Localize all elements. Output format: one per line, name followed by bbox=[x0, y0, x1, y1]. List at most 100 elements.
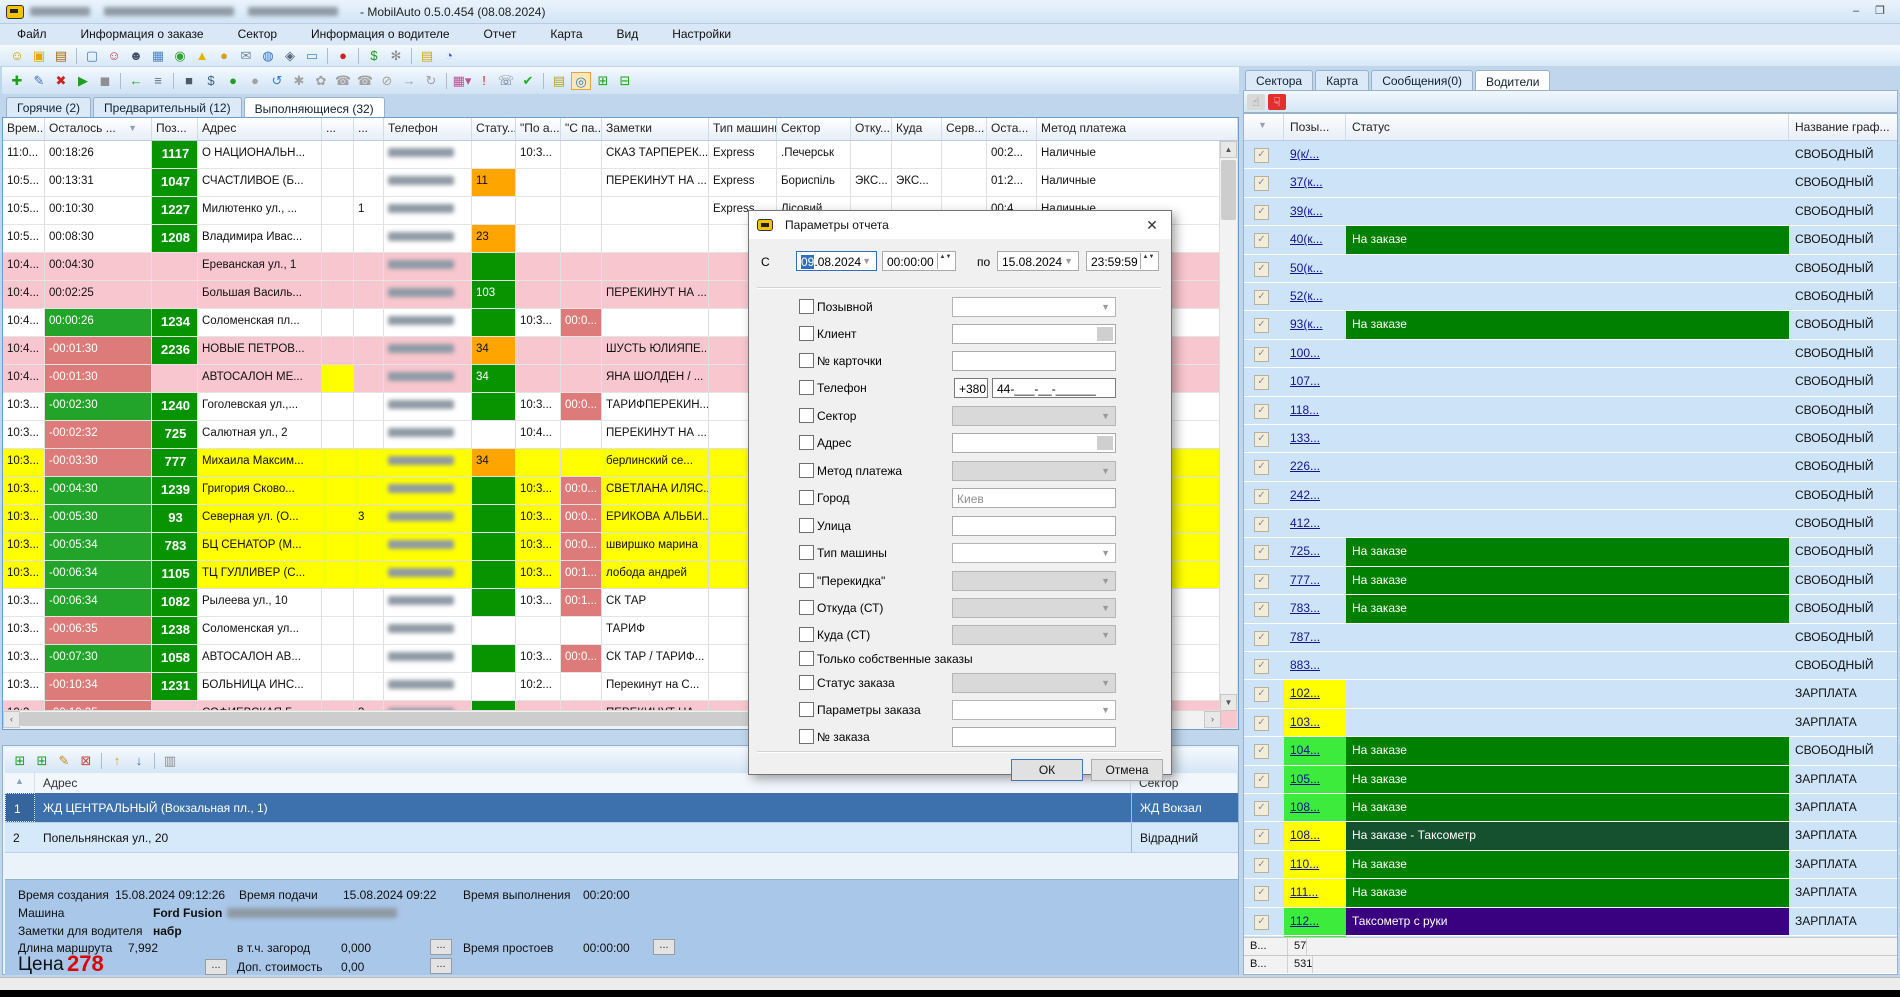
suburb-edit-button[interactable]: ... bbox=[430, 939, 452, 955]
checkbox-checked[interactable]: ✓ bbox=[1254, 886, 1269, 902]
menu-item-Карта[interactable]: Карта bbox=[550, 27, 583, 41]
menu-item-Файл[interactable]: Файл bbox=[17, 27, 47, 41]
tab-Горячие (2)[interactable]: Горячие (2) bbox=[6, 97, 92, 117]
car-search-icon[interactable]: ◈ bbox=[285, 47, 295, 63]
idle-edit-button[interactable]: ... bbox=[653, 939, 675, 955]
to-time-field[interactable]: 23:59:59 ▲▼ bbox=[1086, 251, 1159, 271]
driver-callsign-link[interactable]: 104... bbox=[1290, 743, 1321, 758]
phone1-gray-icon[interactable]: ☎ bbox=[334, 72, 352, 88]
driver-callsign-link[interactable]: 40(к... bbox=[1290, 232, 1323, 247]
chat-icon[interactable]: ▭ bbox=[305, 47, 319, 63]
from-time-field[interactable]: 00:00:00 ▲▼ bbox=[882, 251, 956, 271]
checkbox-checked[interactable]: ✓ bbox=[1254, 800, 1269, 816]
db-green1-icon[interactable]: ⊞ bbox=[597, 72, 609, 88]
checkbox-Откуда (СТ)[interactable] bbox=[799, 600, 814, 615]
checkbox-checked[interactable]: ✓ bbox=[1254, 233, 1269, 249]
driver-row[interactable]: ✓ 107... СВОБОДНЫЙ bbox=[1244, 368, 1897, 397]
driver-row[interactable]: ✓ 777... На заказе СВОБОДНЫЙ bbox=[1244, 566, 1897, 596]
driver-callsign-link[interactable]: 108... bbox=[1290, 799, 1321, 814]
field-input-№ карточки[interactable] bbox=[952, 351, 1116, 371]
tab-Сообщения(0)[interactable]: Сообщения(0) bbox=[1371, 70, 1474, 90]
column-header-1[interactable]: Осталось ... ▼ bbox=[45, 118, 152, 140]
driver-callsign-link[interactable]: 107... bbox=[1290, 374, 1321, 389]
checkbox-checked[interactable]: ✓ bbox=[1254, 744, 1269, 760]
addr-add-icon[interactable]: ⊞ bbox=[14, 752, 26, 768]
menu-item-Сектор[interactable]: Сектор bbox=[237, 27, 278, 41]
extra-edit-button[interactable]: ... bbox=[430, 958, 452, 974]
column-header-5[interactable]: ... bbox=[354, 118, 384, 140]
checkbox-Куда (СТ)[interactable] bbox=[799, 627, 814, 642]
address-column-header[interactable]: Адрес bbox=[35, 773, 1131, 793]
checkbox-checked[interactable]: ✓ bbox=[1254, 176, 1269, 192]
scroll-thumb[interactable] bbox=[1221, 160, 1236, 220]
column-header-3[interactable]: Адрес bbox=[198, 118, 322, 140]
driver-callsign-link[interactable]: 39(к... bbox=[1290, 203, 1323, 218]
menu-item-Вид[interactable]: Вид bbox=[616, 27, 639, 41]
menu-item-Информация о заказе[interactable]: Информация о заказе bbox=[80, 27, 204, 41]
column-header-11[interactable]: Тип машины bbox=[709, 118, 777, 140]
driver-callsign-link[interactable]: 50(к... bbox=[1290, 260, 1323, 275]
driver-callsign-link[interactable]: 242... bbox=[1290, 487, 1321, 502]
palette-grid-icon[interactable]: ▦▾ bbox=[452, 72, 472, 88]
driver-row[interactable]: ✓ 133... СВОБОДНЫЙ bbox=[1244, 424, 1897, 454]
browse-button[interactable] bbox=[1097, 436, 1113, 450]
time-spinner[interactable]: ▲▼ bbox=[1140, 253, 1156, 269]
calc-icon[interactable]: $ bbox=[207, 72, 215, 88]
checkbox-checked[interactable]: ✓ bbox=[1254, 630, 1269, 646]
monitor-icon[interactable]: ▦ bbox=[151, 47, 165, 63]
chevron-down-icon[interactable]: ▼ bbox=[1101, 302, 1110, 312]
driver-callsign-link[interactable]: 100... bbox=[1290, 345, 1321, 360]
phone2-gray-icon[interactable]: ☎ bbox=[356, 72, 374, 88]
field-input-Клиент[interactable] bbox=[952, 324, 1116, 344]
db-run-icon[interactable]: ▶ bbox=[78, 72, 88, 88]
globe-icon[interactable]: ◍ bbox=[262, 47, 274, 63]
column-header-2[interactable]: Поз... bbox=[152, 118, 198, 140]
db-add-icon[interactable]: ✚ bbox=[11, 72, 23, 88]
checkbox-checked[interactable]: ✓ bbox=[1254, 517, 1269, 533]
column-header-12[interactable]: Сектор bbox=[777, 118, 851, 140]
time-spinner[interactable]: ▲▼ bbox=[937, 253, 953, 269]
maximize-button[interactable]: ❐ bbox=[1875, 4, 1885, 17]
list-yellow-icon[interactable]: ▤ bbox=[552, 72, 566, 88]
checkbox-Улица[interactable] bbox=[799, 518, 814, 533]
ok-button[interactable]: ОК bbox=[1011, 759, 1083, 781]
table-row[interactable]: 10:4... -00:01:30 АВТОСАЛОН МЕ... 34 ЯНА ШОЛ… bbox=[3, 365, 1238, 393]
scroll-right-arrow-icon[interactable]: › bbox=[1204, 711, 1221, 728]
from-date-field[interactable]: 09.08.2024 ▼ bbox=[796, 251, 877, 271]
driver-callsign-link[interactable]: 412... bbox=[1290, 516, 1321, 531]
column-header-6[interactable]: Телефон bbox=[384, 118, 472, 140]
cancel-button[interactable]: Отмена bbox=[1091, 759, 1163, 781]
driver-callsign-link[interactable]: 93(к... bbox=[1290, 317, 1323, 332]
db-copy-icon[interactable]: ≡ bbox=[154, 72, 162, 88]
star-gray-icon[interactable]: ✱ bbox=[293, 72, 305, 88]
driver-row[interactable]: ✓ 118... СВОБОДНЫЙ bbox=[1244, 396, 1897, 425]
driver-callsign-link[interactable]: 112... bbox=[1290, 913, 1320, 928]
field-combo-Куда (СТ)[interactable]: ▼ bbox=[952, 625, 1116, 645]
checkbox-checked[interactable]: ✓ bbox=[1254, 431, 1269, 447]
db-edit-icon[interactable]: ✎ bbox=[33, 72, 45, 88]
driver-row[interactable]: ✓ 40(к... На заказе СВОБОДНЫЙ bbox=[1244, 226, 1897, 255]
checkbox-Телефон[interactable] bbox=[799, 380, 814, 395]
driver-row[interactable]: ✓ 111... На заказе ЗАРПЛАТА bbox=[1244, 879, 1897, 908]
move-up-icon[interactable]: ↑ bbox=[113, 752, 121, 768]
forward-gray-icon[interactable]: → bbox=[402, 72, 416, 88]
scroll-left-arrow-icon[interactable]: ‹ bbox=[3, 711, 20, 728]
field-combo-Метод платежа[interactable]: ▼ bbox=[952, 461, 1116, 481]
column-header-8[interactable]: "По а... bbox=[516, 118, 561, 140]
phone-prefix-field[interactable]: +380 bbox=[954, 378, 988, 398]
orders-vertical-scrollbar[interactable]: ▲ ▼ bbox=[1219, 141, 1237, 711]
add-client-icon[interactable]: ☺ bbox=[107, 47, 121, 63]
drivers-column-header-3[interactable]: Название граф... bbox=[1795, 120, 1890, 134]
camera-icon[interactable]: ◎ bbox=[571, 71, 591, 90]
driver-callsign-link[interactable]: 725... bbox=[1290, 544, 1321, 559]
checkbox-checked[interactable]: ✓ bbox=[1254, 261, 1269, 277]
driver-callsign-link[interactable]: 883... bbox=[1290, 658, 1321, 673]
driver-row[interactable]: ✓114... ЗАРПЛАТА bbox=[1244, 935, 1897, 937]
chart-icon[interactable]: ◔ bbox=[445, 47, 453, 63]
addr-edit-icon[interactable]: ✎ bbox=[58, 752, 70, 768]
field-input-Улица[interactable] bbox=[952, 516, 1116, 536]
confirm-icon[interactable]: ✔ bbox=[522, 72, 534, 88]
checkbox-Тип машины[interactable] bbox=[799, 545, 814, 560]
checkbox-checked[interactable]: ✓ bbox=[1254, 318, 1269, 334]
doc-ok-icon[interactable]: ● bbox=[229, 72, 237, 88]
